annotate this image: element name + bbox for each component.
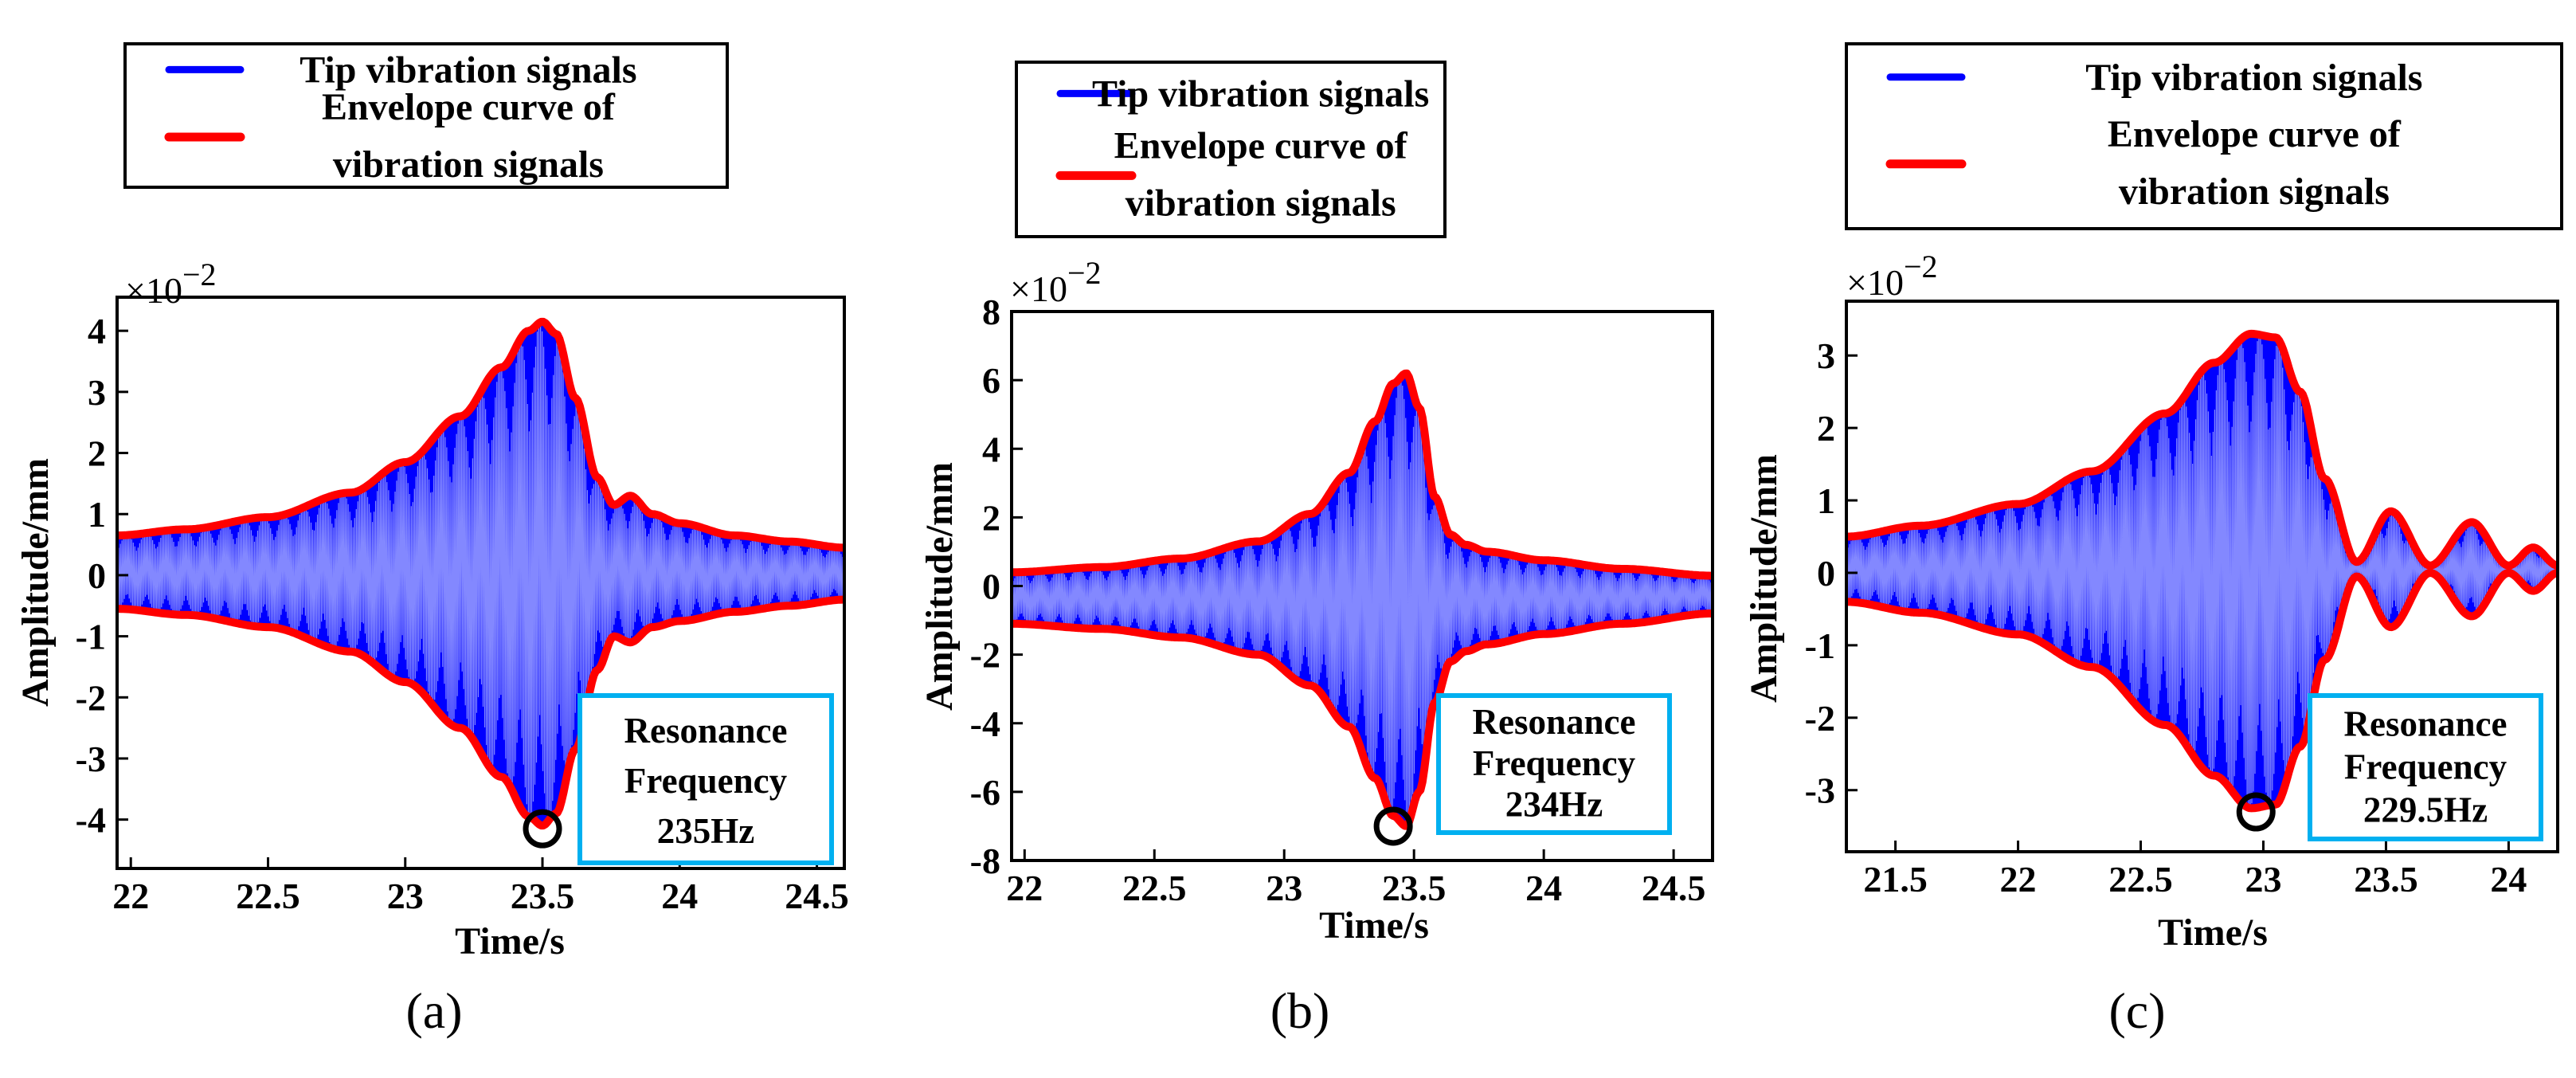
y-tick-label: 8: [982, 292, 1000, 332]
resonance-marker: [1373, 806, 1413, 846]
y-exponent-label: ×10−2: [1010, 255, 1102, 309]
y-tick-label: -2: [76, 677, 106, 718]
y-tick-label: 0: [982, 566, 1000, 607]
y-tick-label: -3: [76, 739, 106, 779]
envelope-lower: [117, 595, 844, 830]
y-exponent-label: ×10−2: [1846, 249, 1938, 303]
resonance-marker: [523, 809, 562, 849]
y-exponent-label: ×10−2: [125, 257, 217, 311]
resonance-annotation-line1: Resonance: [624, 711, 788, 751]
legend-signal-label: Tip vibration signals: [2085, 57, 2422, 99]
y-tick-label: 2: [982, 497, 1000, 538]
plot-frame: [1845, 300, 2559, 853]
y-tick-label: 2: [1817, 408, 1835, 449]
x-tick-label: 24.5: [785, 876, 849, 916]
chart-panel-2: Tip vibration signals Envelope curve of vi…: [918, 61, 1714, 1039]
x-tick-label: 22.5: [2108, 859, 2173, 900]
legend-signal-label: Tip vibration signals: [1092, 73, 1429, 115]
legend-envelope-label-line1: Envelope curve of: [2108, 113, 2402, 155]
resonance-annotation-box: [577, 693, 834, 865]
y-tick-label: 3: [1817, 335, 1835, 376]
y-tick-label: -4: [76, 800, 106, 841]
signal-band: [1012, 373, 1713, 826]
x-tick-label: 24.5: [1642, 868, 1706, 908]
legend-envelope-label-line2: vibration signals: [1126, 182, 1396, 224]
y-axis-label: Amplitude/mm: [918, 462, 961, 711]
x-tick-label: 23: [2245, 859, 2281, 900]
signal-band: [117, 321, 844, 826]
legend-signal-label: Tip vibration signals: [299, 49, 636, 91]
x-tick-label: 22.5: [236, 876, 300, 916]
resonance-annotation-line1: Resonance: [2344, 704, 2507, 743]
y-axis-label: Amplitude/mm: [14, 458, 57, 707]
y-tick-label: 1: [88, 494, 106, 535]
resonance-annotation-line3: 229.5Hz: [2363, 790, 2488, 829]
y-tick-label: -6: [970, 772, 1000, 813]
envelope-upper: [117, 317, 844, 552]
y-tick-label: -4: [970, 704, 1000, 744]
y-tick-label: -3: [1805, 770, 1835, 811]
y-axis-label: Amplitude/mm: [1743, 454, 1785, 703]
resonance-annotation-line2: Frequency: [1473, 743, 1636, 783]
resonance-annotation-line3: 234Hz: [1505, 784, 1603, 824]
resonance-annotation-line3: 235Hz: [657, 811, 754, 851]
x-tick-label: 23: [387, 876, 424, 916]
x-axis-label: Time/s: [455, 920, 565, 962]
envelope-upper: [1846, 329, 2558, 570]
y-tick-label: 6: [982, 360, 1000, 401]
legend-envelope-label-line1: Envelope curve of: [1114, 124, 1408, 167]
chart-panel-3: Tip vibration signals Envelope curve of vi…: [1743, 42, 2563, 1039]
y-tick-label: 0: [1817, 553, 1835, 594]
y-tick-label: -1: [1805, 625, 1835, 666]
x-tick-label: 24: [661, 876, 698, 916]
x-tick-label: 22.5: [1122, 868, 1187, 908]
panel-label: (a): [405, 982, 462, 1039]
resonance-annotation-line1: Resonance: [1473, 702, 1636, 742]
plot-frame: [115, 296, 846, 870]
resonance-annotation-box: [1436, 693, 1672, 835]
y-tick-label: -1: [76, 617, 106, 657]
envelope-lower: [1846, 569, 2558, 813]
y-tick-label: -8: [970, 841, 1000, 881]
panel-label: (c): [2108, 982, 2165, 1039]
y-tick-label: 2: [88, 433, 106, 474]
x-tick-label: 22: [112, 876, 149, 916]
y-tick-label: -2: [970, 635, 1000, 676]
x-tick-label: 23.5: [511, 876, 575, 916]
panel-label: (b): [1270, 982, 1330, 1039]
y-tick-label: 4: [88, 311, 106, 351]
y-tick-label: -2: [1805, 698, 1835, 739]
signal-band: [1846, 333, 2558, 809]
x-axis-label: Time/s: [2158, 911, 2268, 954]
resonance-annotation-line2: Frequency: [624, 761, 788, 801]
x-tick-label: 22: [2000, 859, 2037, 900]
x-tick-label: 23.5: [2354, 859, 2418, 900]
legend-envelope-label-line2: vibration signals: [333, 143, 604, 186]
envelope-lower: [1012, 610, 1713, 830]
resonance-marker: [2236, 792, 2276, 832]
legend-envelope-label-line1: Envelope curve of: [322, 86, 616, 128]
y-tick-label: 4: [982, 429, 1000, 469]
y-tick-label: 0: [88, 555, 106, 596]
x-tick-label: 22: [1006, 868, 1043, 908]
x-tick-label: 24: [1525, 868, 1562, 908]
resonance-annotation-box: [2308, 693, 2543, 841]
y-tick-label: 1: [1817, 480, 1835, 521]
x-axis-label: Time/s: [1319, 904, 1429, 947]
x-tick-label: 21.5: [1863, 859, 1928, 900]
x-tick-label: 23.5: [1382, 868, 1447, 908]
x-tick-label: 24: [2490, 859, 2527, 900]
resonance-annotation-line2: Frequency: [2344, 747, 2507, 786]
legend-box: [1845, 42, 2563, 230]
legend-envelope-label-line2: vibration signals: [2119, 171, 2390, 213]
y-tick-label: 3: [88, 372, 106, 413]
envelope-upper: [1012, 369, 1713, 580]
x-tick-label: 23: [1266, 868, 1302, 908]
